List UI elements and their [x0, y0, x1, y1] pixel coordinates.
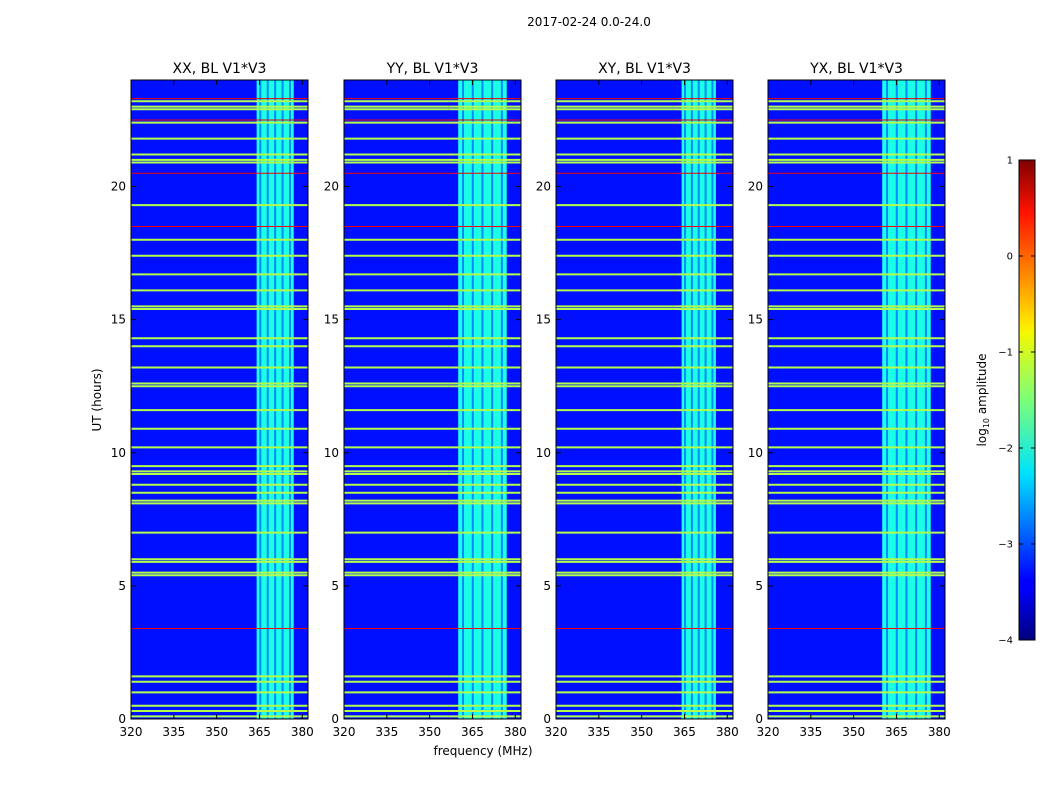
- panel-frame: [767, 79, 946, 720]
- colorbar: 10−1−2−3−4 log10 amplitude: [975, 156, 1036, 647]
- x-tick-label: 380: [928, 725, 951, 739]
- panel-title: YX, BL V1*V3: [809, 61, 903, 77]
- colorbar-tick-label: −3: [998, 540, 1013, 551]
- y-tick-label: 20: [748, 180, 763, 194]
- y-tick-label: 20: [536, 180, 551, 194]
- panel-1: XX, BL V1*V3 320 335 350 365 380 0 5 10 15 20: [111, 61, 314, 739]
- x-tick-label: 365: [673, 725, 696, 739]
- y-tick-label: 15: [324, 313, 339, 327]
- colorbar-tick-label: 0: [1007, 252, 1013, 263]
- y-tick-label: 10: [111, 446, 126, 460]
- x-tick-label: 350: [418, 725, 441, 739]
- y-tick-label: 0: [118, 712, 126, 726]
- y-tick-label: 5: [543, 579, 551, 593]
- panel-3: XY, BL V1*V3 320 335 350 365 380 0 5 10 15 20: [536, 61, 739, 739]
- y-axis-label: UT (hours): [90, 368, 104, 431]
- colorbar-label-sub: 10: [982, 418, 991, 428]
- x-tick-label: 380: [504, 725, 527, 739]
- x-tick-label: 320: [333, 725, 356, 739]
- y-tick-label: 15: [111, 313, 126, 327]
- panel-title: XY, BL V1*V3: [598, 61, 691, 77]
- x-tick-label: 335: [162, 725, 185, 739]
- y-tick-label: 0: [543, 712, 551, 726]
- x-tick-label: 350: [630, 725, 653, 739]
- panel-frame: [555, 79, 734, 720]
- figure-title: 2017-02-24 0.0-24.0: [527, 15, 651, 29]
- x-tick-label: 335: [375, 725, 398, 739]
- x-tick-label: 350: [205, 725, 228, 739]
- y-tick-label: 20: [111, 180, 126, 194]
- x-tick-label: 380: [291, 725, 314, 739]
- x-tick-label: 335: [799, 725, 822, 739]
- colorbar-gradient: [1018, 159, 1036, 641]
- panel-title: XX, BL V1*V3: [173, 61, 267, 77]
- panel-4: YX, BL V1*V3 320 335 350 365 380 0 5 10 15 20: [748, 61, 951, 739]
- y-tick-label: 20: [324, 180, 339, 194]
- colorbar-label-log: log: [975, 428, 989, 446]
- x-tick-label: 365: [461, 725, 484, 739]
- x-tick-label: 350: [842, 725, 865, 739]
- y-tick-label: 5: [118, 579, 126, 593]
- colorbar-ticks: 1 0 −1 −2 −3 −4: [998, 156, 1035, 647]
- panel-frame: [343, 79, 522, 720]
- y-tick-label: 0: [331, 712, 339, 726]
- panel-2: YY, BL V1*V3 320 335 350 365 380 0 5 10 15 20: [324, 61, 527, 739]
- x-tick-label: 320: [120, 725, 143, 739]
- panel-frame: [130, 79, 309, 720]
- x-tick-label: 335: [587, 725, 610, 739]
- x-tick-label: 365: [885, 725, 908, 739]
- y-tick-label: 15: [536, 313, 551, 327]
- y-tick-label: 5: [755, 579, 763, 593]
- x-tick-label: 320: [545, 725, 568, 739]
- y-tick-label: 0: [755, 712, 763, 726]
- y-tick-label: 15: [748, 313, 763, 327]
- y-tick-label: 10: [536, 446, 551, 460]
- x-tick-label: 365: [248, 725, 271, 739]
- y-tick-label: 5: [331, 579, 339, 593]
- x-tick-label: 320: [757, 725, 780, 739]
- colorbar-tick-label: −2: [998, 444, 1013, 455]
- y-tick-label: 10: [324, 446, 339, 460]
- colorbar-label-rest: amplitude: [975, 354, 989, 418]
- colorbar-tick-label: −4: [998, 636, 1013, 647]
- panel-title: YY, BL V1*V3: [386, 61, 479, 77]
- y-tick-label: 10: [748, 446, 763, 460]
- x-axis-label: frequency (MHz): [433, 744, 532, 758]
- x-tick-label: 380: [716, 725, 739, 739]
- colorbar-tick-label: 1: [1007, 156, 1013, 167]
- colorbar-tick-label: −1: [998, 348, 1013, 359]
- colorbar-label: log10 amplitude: [975, 354, 991, 447]
